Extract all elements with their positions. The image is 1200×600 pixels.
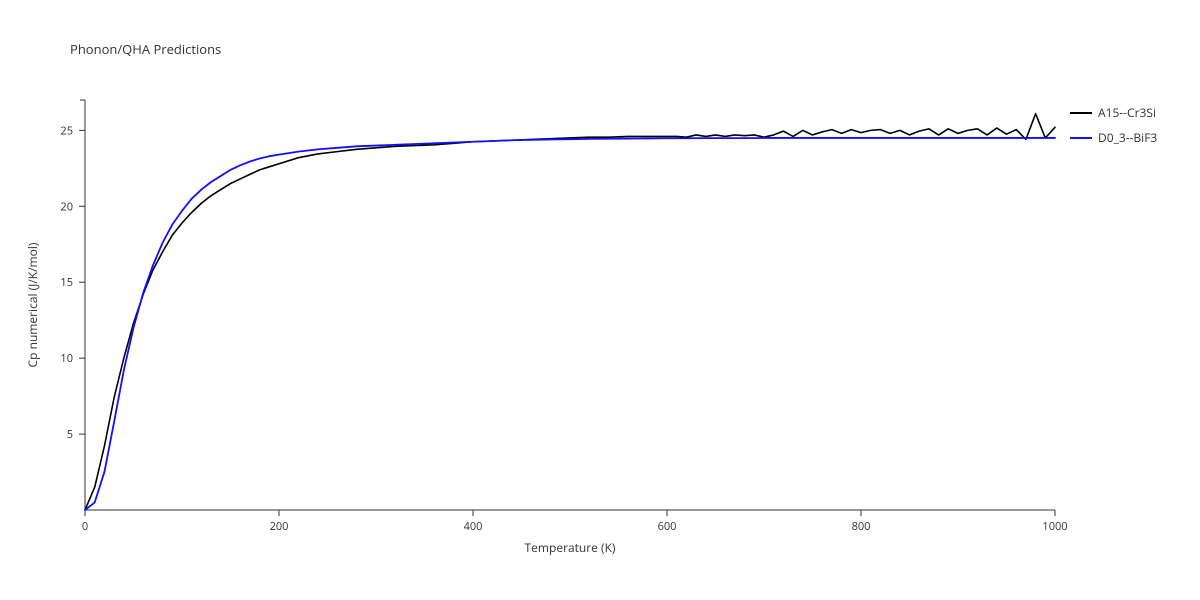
chart-plot: 0 200 400 600 800 1000 5 10 15 20 25 Temperature (K… <box>0 0 1200 600</box>
legend: A15--Cr3Si D0_3--BiF3 <box>1070 104 1157 154</box>
x-axis-label: Temperature (K) <box>525 539 616 556</box>
legend-entry[interactable]: D0_3--BiF3 <box>1070 129 1157 146</box>
y-axis-label: Cp numerical (J/K/mol) <box>24 242 41 367</box>
legend-entry[interactable]: A15--Cr3Si <box>1070 104 1157 121</box>
x-tick-label: 200 <box>270 519 289 534</box>
y-tick-label: 10 <box>60 351 73 366</box>
x-tick-label: 1000 <box>1042 519 1067 534</box>
x-tick-label: 0 <box>82 519 88 534</box>
x-tick-label: 400 <box>464 519 483 534</box>
x-tick-label: 800 <box>852 519 871 534</box>
x-tick-label: 600 <box>658 519 677 534</box>
series-line <box>85 138 1055 510</box>
y-tick-label: 20 <box>60 199 73 214</box>
y-tick-label: 25 <box>60 123 73 138</box>
y-tick-label: 5 <box>67 427 73 442</box>
legend-swatch <box>1070 137 1092 139</box>
chart-container: { "chart": { "type": "line", "title": "P… <box>0 0 1200 600</box>
legend-swatch <box>1070 112 1092 114</box>
legend-label: A15--Cr3Si <box>1098 104 1156 121</box>
series-line <box>85 114 1055 510</box>
y-tick-label: 15 <box>60 275 73 290</box>
legend-label: D0_3--BiF3 <box>1098 129 1157 146</box>
